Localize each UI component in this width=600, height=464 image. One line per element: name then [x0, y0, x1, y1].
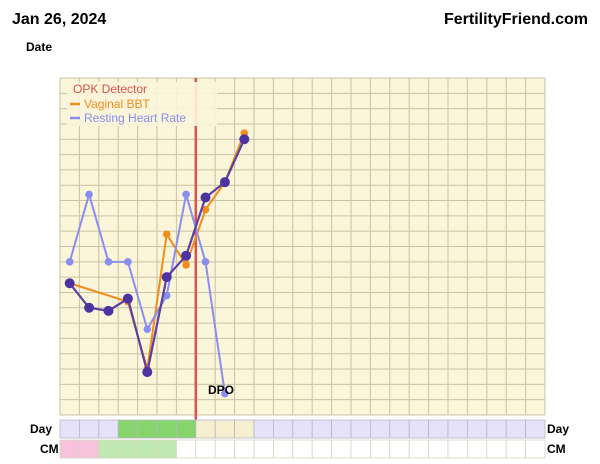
cycle-day-cell	[408, 419, 430, 439]
cycle-day-cell	[505, 419, 527, 439]
series-1-point	[182, 261, 190, 269]
cm-cell	[389, 439, 410, 459]
series-2-point	[143, 325, 152, 334]
cycle-day-cell	[486, 419, 507, 439]
cm-cell	[98, 439, 119, 459]
series-3-point	[181, 250, 192, 261]
series-1-point	[201, 205, 210, 214]
series-3-point	[161, 272, 172, 283]
series-3-point	[142, 367, 153, 378]
series-3-point	[219, 177, 230, 188]
cycle-day-row	[59, 419, 546, 439]
cm-cell	[195, 439, 216, 459]
cm-row-label-left: CM	[40, 442, 59, 456]
cm-cell	[350, 439, 371, 459]
cm-cell	[331, 439, 352, 459]
series-layer	[64, 129, 250, 398]
cycle-day-cell	[272, 419, 294, 439]
cycle-day-cell	[428, 419, 449, 439]
cycle-day-cell	[331, 419, 352, 439]
cervical-mucus-row	[59, 439, 546, 459]
dpo-label: DPO	[208, 383, 234, 397]
series-2-point	[85, 190, 93, 199]
cycle-day-cell	[311, 419, 333, 439]
series-2-point	[104, 258, 113, 266]
cm-cell	[292, 439, 313, 459]
series-2-point	[65, 258, 74, 266]
cm-cell	[175, 439, 197, 459]
series-3-point	[103, 305, 114, 316]
series-3-point	[84, 302, 95, 313]
cycle-day-cell	[447, 419, 468, 439]
cm-cell	[253, 439, 274, 459]
cm-cell	[272, 439, 294, 459]
cycle-day-cell	[137, 419, 158, 439]
legend-vaginal-bbt: Vaginal BBT	[84, 97, 150, 111]
series-1-point	[162, 230, 171, 239]
series-3-point	[200, 192, 211, 203]
cycle-day-cell	[350, 419, 371, 439]
series-2-point	[124, 258, 132, 266]
cm-cell	[486, 439, 507, 459]
cm-cell	[234, 439, 255, 459]
cm-cell	[137, 439, 158, 459]
series-2-point	[182, 190, 190, 199]
cycle-day-cell	[369, 419, 391, 439]
legend: OPK Detector Vaginal BBT Resting Heart R…	[67, 82, 217, 126]
cycle-day-cell	[59, 419, 80, 439]
series-3-point	[64, 278, 75, 289]
cm-cell	[369, 439, 391, 459]
cm-cell	[525, 439, 546, 459]
date-row-label: Date	[26, 40, 52, 54]
cm-cell	[408, 439, 430, 459]
cycle-day-cell	[98, 419, 119, 439]
cycle-day-cell	[253, 419, 274, 439]
cm-cell	[117, 439, 138, 459]
legend-opk-detector: OPK Detector	[73, 82, 147, 96]
cycle-day-cell	[175, 419, 197, 439]
day-row-label-left: Day	[30, 422, 52, 436]
series-3-point	[239, 134, 250, 145]
legend-resting-heart-rate: Resting Heart Rate	[84, 111, 186, 125]
cycle-day-cell	[214, 419, 235, 439]
series-2-point	[201, 258, 210, 266]
cycle-day-cell	[525, 419, 546, 439]
cycle-day-cell	[234, 419, 255, 439]
cm-cell	[214, 439, 235, 459]
series-2-point	[221, 389, 229, 398]
cycle-day-cell	[79, 419, 100, 439]
cycle-day-cell	[292, 419, 313, 439]
series-2-point	[162, 291, 171, 300]
cycle-day-cell	[466, 419, 488, 439]
chart-date-header: Jan 26, 2024	[12, 11, 106, 28]
cm-cell	[505, 439, 527, 459]
cm-cell	[311, 439, 333, 459]
cm-cell	[156, 439, 177, 459]
cm-cell	[59, 439, 80, 459]
grid-lines	[59, 77, 546, 416]
series-line-3	[68, 138, 246, 373]
cm-cell	[466, 439, 488, 459]
cycle-day-cell	[195, 419, 216, 439]
cm-cell	[428, 439, 449, 459]
brand-name: FertilityFriend.com	[444, 11, 588, 28]
legend-background	[67, 82, 217, 126]
series-3-point	[122, 293, 133, 304]
cm-row-label-right: CM	[547, 442, 566, 456]
cm-cell	[79, 439, 100, 459]
cycle-day-cell	[156, 419, 177, 439]
day-row-label-right: Day	[547, 422, 569, 436]
cycle-day-cell	[389, 419, 410, 439]
cm-cell	[447, 439, 468, 459]
cycle-day-cell	[117, 419, 138, 439]
